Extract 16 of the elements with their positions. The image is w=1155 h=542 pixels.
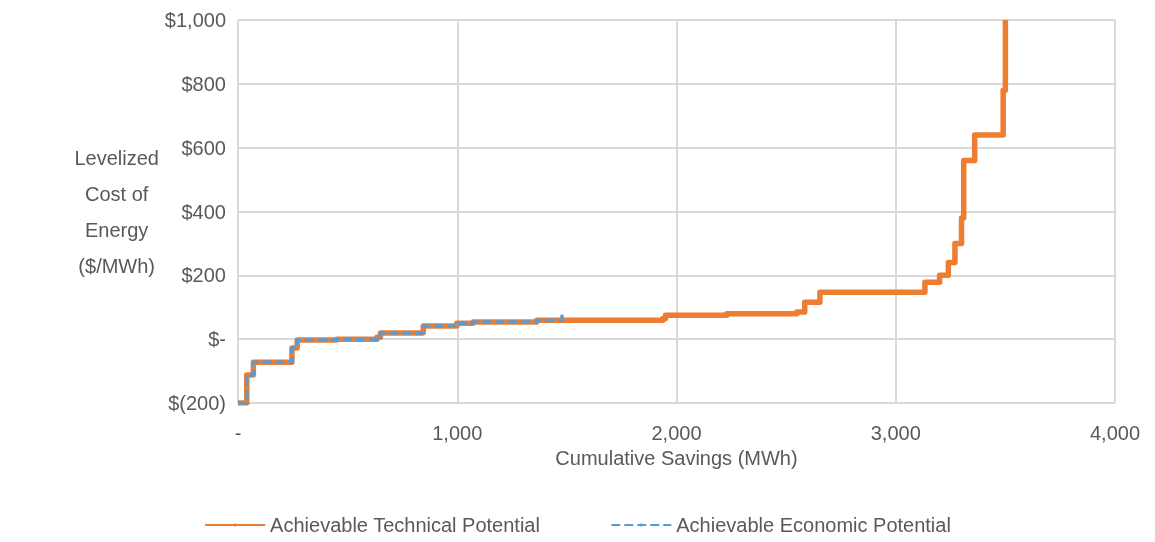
y-tick-label: $- bbox=[208, 328, 226, 351]
y-tick-label: $400 bbox=[181, 200, 226, 223]
x-tick-label: 2,000 bbox=[651, 422, 702, 444]
x-axis-title: Cumulative Savings (MWh) bbox=[555, 447, 798, 469]
y-tick-label: $200 bbox=[181, 264, 226, 287]
legend-label: Achievable Technical Potential bbox=[270, 514, 540, 536]
y-tick-label: $800 bbox=[181, 72, 226, 95]
x-tick-label: - bbox=[234, 422, 242, 444]
legend-label: Achievable Economic Potential bbox=[676, 514, 951, 536]
y-axis-title: Levelized Cost of Energy ($/MWh) bbox=[74, 146, 159, 277]
y-tick-label: $600 bbox=[181, 136, 226, 159]
x-tick-label: 3,000 bbox=[870, 422, 921, 444]
x-tick-label: 4,000 bbox=[1089, 422, 1141, 444]
y-tick-label: $1,000 bbox=[164, 9, 226, 31]
y-tick-label: $(200) bbox=[168, 392, 226, 414]
x-tick-label: 1,000 bbox=[432, 422, 483, 444]
